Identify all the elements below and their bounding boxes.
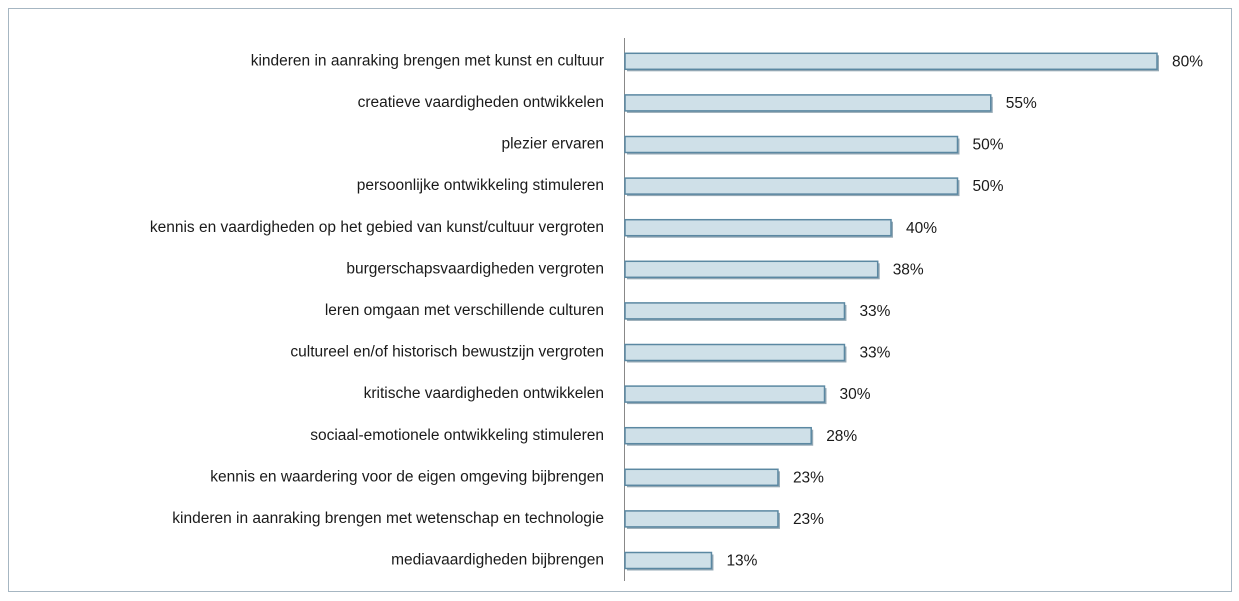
category-label: sociaal-emotionele ontwikkeling stimuler… [310, 427, 604, 444]
bar [624, 52, 1158, 71]
category-label: kennis en vaardigheden op het gebied van… [150, 219, 604, 236]
value-label: 13% [726, 553, 757, 570]
category-label: kritische vaardigheden ontwikkelen [364, 385, 604, 402]
bar [624, 135, 959, 154]
bar [624, 302, 846, 320]
value-label: 28% [826, 428, 857, 445]
value-label: 30% [840, 386, 871, 403]
bar [624, 510, 779, 528]
bar [624, 177, 959, 195]
value-label: 23% [793, 469, 824, 486]
bar [624, 94, 992, 112]
value-label: 40% [906, 220, 937, 237]
category-label: leren omgaan met verschillende culturen [325, 302, 604, 319]
category-label: kennis en waardering voor de eigen omgev… [210, 468, 604, 485]
category-label: kinderen in aanraking brengen met wetens… [172, 510, 604, 527]
bar [624, 343, 846, 362]
value-label: 80% [1172, 53, 1203, 70]
value-label: 38% [893, 261, 924, 278]
category-label: cultureel en/of historisch bewustzijn ve… [290, 344, 604, 361]
bar [624, 468, 779, 487]
bar [624, 551, 713, 570]
value-label: 33% [859, 303, 890, 320]
bar [624, 260, 879, 279]
category-label: mediavaardigheden bijbrengen [391, 552, 604, 569]
value-label: 33% [859, 345, 890, 362]
bar [624, 385, 826, 403]
category-label: plezier ervaren [501, 136, 604, 153]
value-label: 55% [1006, 95, 1037, 112]
value-label: 50% [973, 137, 1004, 154]
category-label: kinderen in aanraking brengen met kunst … [251, 52, 604, 69]
bar [624, 218, 892, 237]
category-label: persoonlijke ontwikkeling stimuleren [357, 177, 604, 194]
value-label: 50% [973, 178, 1004, 195]
value-label: 23% [793, 511, 824, 528]
bar [624, 426, 812, 445]
category-label: burgerschapsvaardigheden vergroten [346, 260, 604, 277]
chart-frame [8, 8, 1232, 592]
category-label: creatieve vaardigheden ontwikkelen [358, 94, 604, 111]
